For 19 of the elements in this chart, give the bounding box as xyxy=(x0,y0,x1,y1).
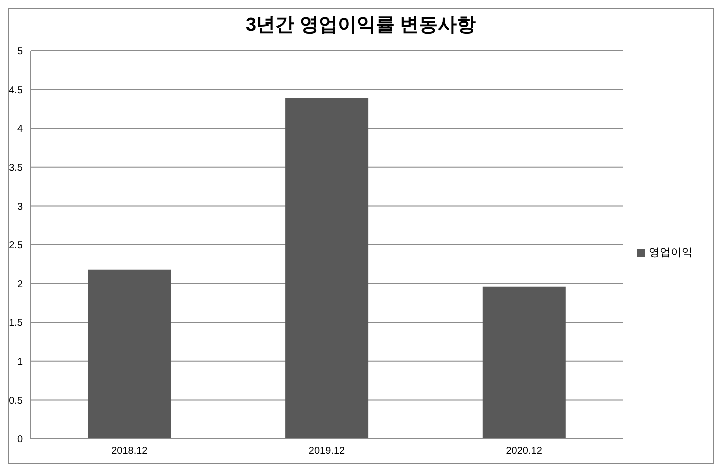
y-tick-label: 2 xyxy=(17,279,24,290)
chart-title: 3년간 영업이익률 변동사항 xyxy=(244,14,478,38)
bar xyxy=(482,286,566,439)
bar xyxy=(286,98,369,439)
bar xyxy=(88,270,172,439)
x-tick-label: 2019.12 xyxy=(308,446,346,458)
y-tick-label: 3.5 xyxy=(9,162,24,174)
y-tick-label: 3 xyxy=(17,202,24,213)
y-tick-label: 0.5 xyxy=(9,396,24,407)
legend-label: 영업이익 xyxy=(649,246,693,258)
y-tick-label: 2.5 xyxy=(9,240,24,252)
y-tick-label: 0 xyxy=(17,434,24,446)
y-tick-label: 1 xyxy=(17,356,24,368)
y-tick-label: 4 xyxy=(17,124,24,136)
y-tick-label: 4.5 xyxy=(9,85,24,96)
x-tick-label: 2018.12 xyxy=(112,446,148,458)
y-tick-label: 1.5 xyxy=(9,318,24,330)
y-tick-label: 5 xyxy=(17,46,24,58)
x-tick-label: 2020.12 xyxy=(506,446,543,458)
